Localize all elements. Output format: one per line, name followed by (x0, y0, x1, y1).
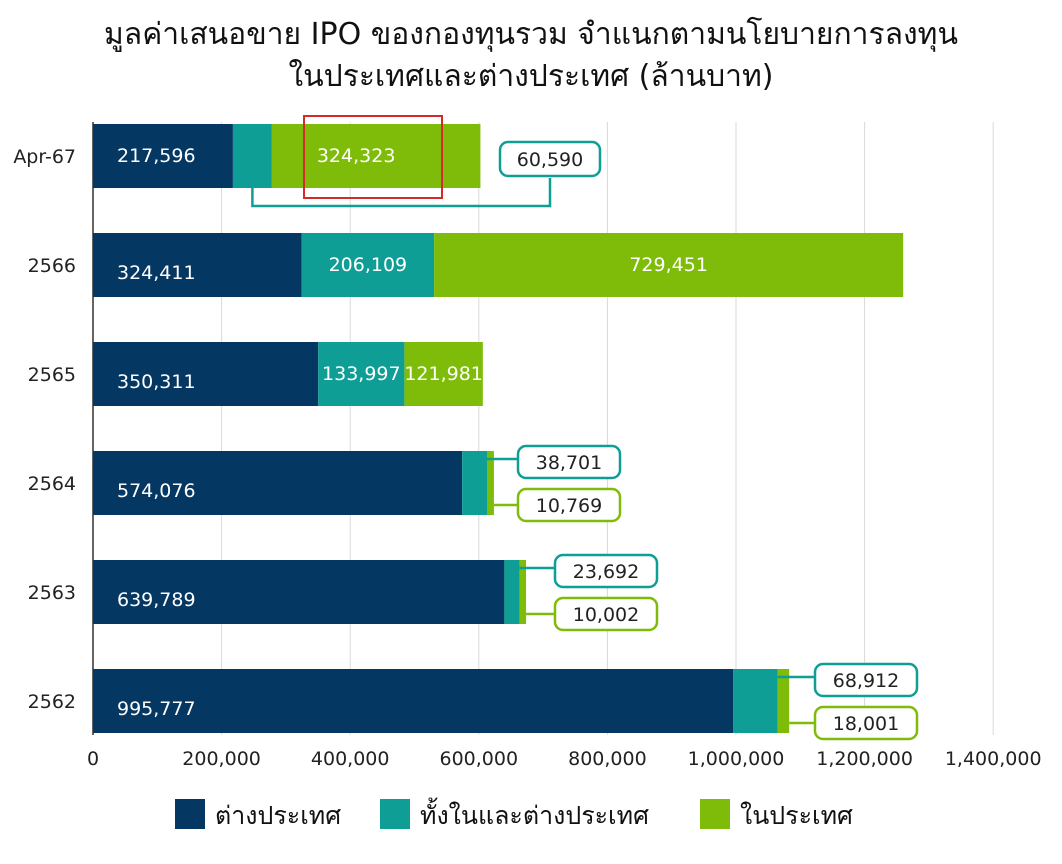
bar-domestic (519, 560, 527, 624)
bar-foreign (93, 669, 734, 733)
legend-label-domestic: ในประเทศ (740, 801, 853, 830)
bar-both (232, 124, 272, 188)
x-tick-label: 1,000,000 (688, 748, 785, 770)
category-label: 2563 (28, 582, 76, 604)
legend-swatch-foreign (175, 799, 205, 829)
bar-foreign (93, 560, 505, 624)
bar-foreign (93, 342, 319, 406)
bar-foreign (93, 233, 302, 297)
data-label-foreign: 995,777 (117, 698, 196, 720)
callout-box-domestic (516, 487, 622, 523)
x-tick-label: 800,000 (568, 748, 647, 770)
bar-both (318, 342, 405, 406)
callout-box-domestic (553, 596, 659, 632)
highlight-box (303, 115, 443, 199)
data-label-both: 206,109 (329, 254, 408, 276)
chart-title-line-1: มูลค่าเสนอขาย IPO ของกองทุนรวม จำแนกตามน… (104, 17, 958, 52)
category-label: 2565 (28, 364, 76, 386)
data-label-foreign: 574,076 (117, 480, 196, 502)
bar-domestic (487, 451, 494, 515)
category-label: 2566 (28, 255, 76, 277)
data-label-foreign: 639,789 (117, 589, 196, 611)
data-label-domestic: 324,323 (317, 145, 396, 167)
callout-box-both (553, 553, 659, 589)
legend-swatch-domestic (700, 799, 730, 829)
data-label-domestic: 18,001 (833, 713, 899, 735)
bar-both (301, 233, 435, 297)
bar-both (733, 669, 778, 733)
callout-box-both (813, 662, 919, 698)
data-label-domestic: 10,002 (573, 604, 639, 626)
data-label-both: 68,912 (833, 670, 899, 692)
x-tick-label: 400,000 (311, 748, 390, 770)
data-label-domestic: 10,769 (536, 495, 602, 517)
data-label-domestic: 121,981 (404, 363, 483, 385)
data-label-both: 133,997 (322, 363, 401, 385)
data-label-foreign: 324,411 (117, 262, 196, 284)
callout-leader-both (251, 178, 552, 208)
data-label-both: 38,701 (536, 452, 602, 474)
legend-label-foreign: ต่างประเทศ (215, 801, 341, 830)
category-label: 2562 (28, 691, 76, 713)
x-tick-label: 200,000 (182, 748, 261, 770)
data-label-both: 23,692 (573, 561, 639, 583)
bar-foreign (93, 451, 463, 515)
data-label-foreign: 350,311 (117, 371, 196, 393)
bar-both (504, 560, 520, 624)
legend-swatch-both (380, 799, 410, 829)
bar-foreign (93, 124, 233, 188)
bar-domestic (434, 233, 904, 297)
legend-label-both: ทั้งในและต่างประเทศ (420, 797, 649, 830)
callout-box-both (516, 444, 622, 480)
bar-domestic (271, 124, 481, 188)
data-label-domestic: 729,451 (629, 254, 708, 276)
data-label-foreign: 217,596 (117, 145, 196, 167)
chart-title: มูลค่าเสนอขาย IPO ของกองทุนรวม จำแนกตามน… (0, 14, 1062, 98)
bar-domestic (404, 342, 483, 406)
chart-title-line-2: ในประเทศและต่างประเทศ (ล้านบาท) (288, 59, 774, 94)
x-tick-label: 1,200,000 (816, 748, 913, 770)
x-tick-label: 600,000 (440, 748, 519, 770)
bar-domestic (777, 669, 790, 733)
x-tick-label: 1,400,000 (945, 748, 1042, 770)
x-tick-label: 0 (87, 748, 99, 770)
callout-box-both (498, 140, 602, 178)
category-label: Apr-67 (13, 146, 76, 168)
category-label: 2564 (28, 473, 76, 495)
bar-both (462, 451, 488, 515)
callout-box-domestic (813, 705, 919, 741)
data-label-both: 60,590 (517, 149, 583, 171)
